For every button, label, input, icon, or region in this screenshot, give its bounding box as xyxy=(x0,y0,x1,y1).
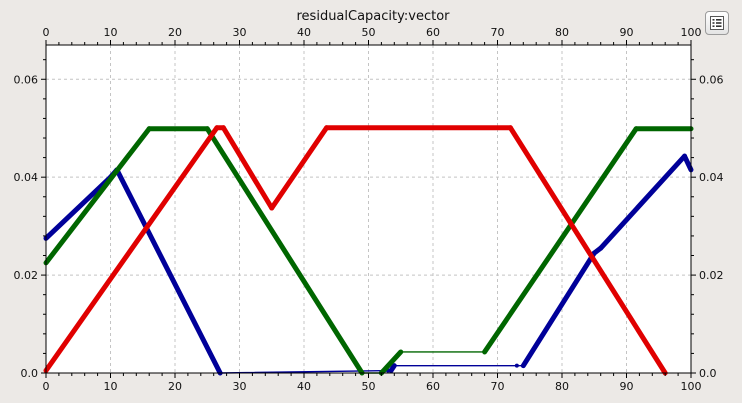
y-tick-label-left: 0.06 xyxy=(14,73,39,86)
x-tick-label-top: 70 xyxy=(491,26,505,39)
series-2-segment xyxy=(43,126,152,266)
x-tick-label-bottom: 40 xyxy=(297,380,311,393)
y-tick-label-right: 0.04 xyxy=(699,171,724,184)
series-3-point xyxy=(221,125,226,130)
series-2-point xyxy=(482,349,487,354)
x-tick-label-bottom: 30 xyxy=(233,380,247,393)
series-1-point xyxy=(682,154,687,159)
series-3-point xyxy=(214,125,219,130)
series-3-segment xyxy=(507,125,668,376)
series-3-segment xyxy=(269,125,330,211)
x-tick-label-bottom: 90 xyxy=(620,380,634,393)
x-tick-label-bottom: 80 xyxy=(555,380,569,393)
series-2-segment xyxy=(204,126,365,376)
x-tick-label-bottom: 10 xyxy=(104,380,118,393)
series-3-point xyxy=(269,206,274,211)
y-tick-label-left: 0.04 xyxy=(14,171,39,184)
x-tick-label-bottom: 60 xyxy=(426,380,440,393)
x-tick-label-top: 10 xyxy=(104,26,118,39)
x-tick-label-top: 80 xyxy=(555,26,569,39)
series-3-segment xyxy=(43,125,220,374)
series-3 xyxy=(43,125,668,376)
series-2-point xyxy=(147,126,152,131)
x-tick-label-top: 30 xyxy=(233,26,247,39)
x-tick-label-top: 90 xyxy=(620,26,634,39)
y-tick-label-right: 0.0 xyxy=(699,367,717,380)
series-1-segment xyxy=(114,167,223,376)
x-tick-label-top: 100 xyxy=(681,26,702,39)
y-tick-label-right: 0.06 xyxy=(699,73,724,86)
legend-list-icon xyxy=(710,16,724,30)
x-tick-label-top: 50 xyxy=(362,26,376,39)
legend-button[interactable] xyxy=(705,11,729,35)
x-tick-label-top: 20 xyxy=(168,26,182,39)
series-2-point xyxy=(398,349,403,354)
y-tick-label-left: 0.02 xyxy=(14,269,39,282)
series-1-segment xyxy=(598,153,688,251)
x-tick-label-bottom: 50 xyxy=(362,380,376,393)
x-tick-label-bottom: 100 xyxy=(681,380,702,393)
x-tick-label-top: 40 xyxy=(297,26,311,39)
chart-title: residualCapacity:vector xyxy=(297,9,451,24)
series-1-point xyxy=(521,363,526,368)
y-tick-label-left: 0.0 xyxy=(21,367,39,380)
series-1-segment xyxy=(520,250,597,369)
series-2-point xyxy=(634,126,639,131)
x-tick-label-bottom: 70 xyxy=(491,380,505,393)
series-2-segment xyxy=(378,349,404,376)
series-1-point xyxy=(392,363,397,368)
x-tick-label-top: 60 xyxy=(426,26,440,39)
x-tick-label-bottom: 0 xyxy=(43,380,50,393)
series-1-point xyxy=(592,251,597,256)
y-tick-label-right: 0.02 xyxy=(699,269,724,282)
series-3-point xyxy=(508,125,513,130)
series-2-segment xyxy=(482,126,639,355)
x-tick-label-top: 0 xyxy=(43,26,50,39)
series-1-segment xyxy=(43,174,113,241)
series-3-point xyxy=(324,125,329,130)
series-2-point xyxy=(205,126,210,131)
series-1-segment xyxy=(682,153,694,173)
series-1-point xyxy=(598,246,603,251)
series-1-point xyxy=(389,368,394,373)
series-3-segment xyxy=(220,125,275,211)
x-tick-label-bottom: 20 xyxy=(168,380,182,393)
series-1-point xyxy=(514,363,519,368)
series-2 xyxy=(43,126,694,376)
